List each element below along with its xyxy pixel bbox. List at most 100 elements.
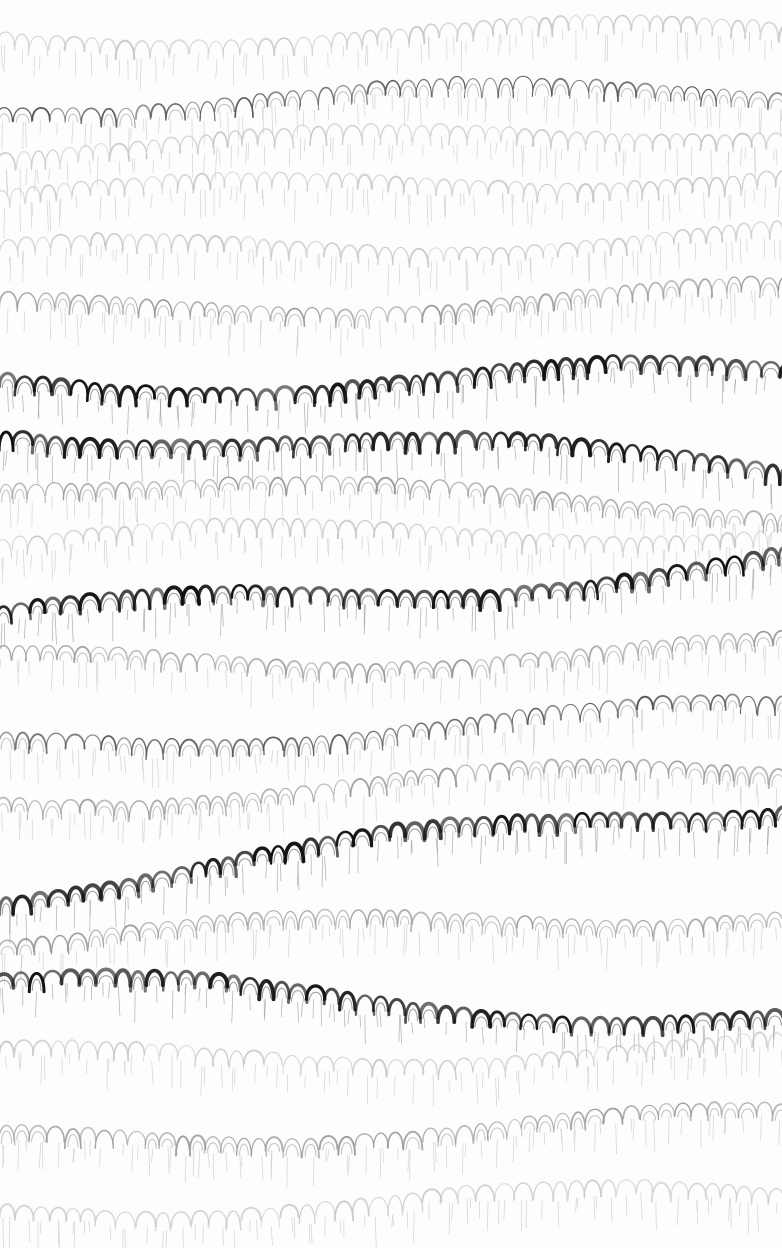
arch-scallop (228, 911, 248, 926)
drip-stroke (16, 660, 19, 686)
arch-echo (465, 596, 477, 607)
drip-stroke (366, 448, 369, 476)
drip-stroke (265, 860, 268, 879)
arch-echo (184, 592, 197, 604)
arch-echo (256, 854, 268, 863)
arch-echo (718, 95, 729, 104)
arch-scallop (292, 124, 312, 139)
arch-echo (559, 820, 573, 832)
arch-scallop (339, 476, 359, 496)
drip-stroke (496, 446, 499, 470)
arch-echo (422, 1009, 435, 1019)
drip-stroke (476, 138, 479, 159)
drip-stroke (227, 455, 229, 477)
arch-echo (775, 636, 782, 646)
arch-scallop (475, 1184, 496, 1202)
arch-scallop (500, 126, 518, 141)
drip-stroke (465, 259, 468, 291)
arch-echo (97, 806, 112, 816)
arch-scallop (383, 661, 400, 677)
arch-echo (451, 82, 463, 91)
drip-stroke (376, 1076, 378, 1099)
arch-scallop (158, 1132, 177, 1147)
arch-echo (611, 1023, 622, 1035)
drip-stroke (612, 1059, 614, 1086)
arch-echo (228, 981, 238, 992)
arch-scallop (647, 568, 671, 588)
drip-stroke (346, 1154, 349, 1177)
arch-echo (729, 366, 743, 379)
drip-stroke (662, 708, 664, 727)
arch-scallop (748, 766, 770, 785)
arch-scallop (243, 792, 263, 814)
arch-scallop (128, 800, 150, 820)
drip-stroke (69, 543, 71, 575)
arch-echo (605, 505, 617, 517)
drip-stroke (357, 682, 359, 694)
arch-echo (655, 701, 670, 711)
arch-scallop (422, 23, 440, 39)
arch-echo (698, 362, 710, 372)
drip-stroke (454, 734, 457, 758)
drip-stroke (702, 296, 704, 313)
arch-scallop (689, 227, 707, 245)
arch-echo (714, 1019, 728, 1030)
arch-echo (238, 858, 252, 867)
arch-scallop (765, 132, 782, 150)
arch-echo (523, 1122, 536, 1131)
arch-scallop (212, 585, 233, 606)
arch-echo (167, 592, 181, 604)
arch-scallop (706, 1101, 723, 1116)
arch-echo (427, 826, 439, 838)
arch-scallop (79, 1126, 97, 1141)
drip-stroke (127, 458, 129, 470)
arch-scallop (437, 767, 458, 788)
arch-scallop (246, 911, 265, 931)
drip-stroke (448, 1203, 450, 1235)
drip-stroke (426, 194, 429, 226)
drip-stroke (127, 405, 129, 435)
drip-stroke (198, 1149, 201, 1178)
drip-stroke (632, 1118, 635, 1141)
arch-scallop (0, 106, 14, 123)
arch-echo (15, 113, 30, 123)
drip-stroke (84, 123, 87, 148)
drip-stroke (327, 538, 329, 554)
arch-echo (443, 310, 454, 324)
arch-scallop (313, 783, 335, 803)
drip-stroke (778, 1120, 780, 1146)
arch-scallop (338, 990, 357, 1012)
arch-scallop (761, 547, 781, 567)
drip-stroke (411, 1022, 414, 1034)
drip-stroke (750, 828, 752, 843)
drip-stroke (481, 728, 484, 754)
arch-scallop (45, 732, 67, 748)
drip-stroke (758, 1046, 761, 1078)
arch-scallop (255, 388, 278, 411)
drip-stroke (739, 238, 742, 263)
arch-scallop (536, 1115, 555, 1133)
drip-stroke (412, 1073, 415, 1103)
drip-stroke (653, 1119, 656, 1152)
drip-stroke (560, 148, 563, 160)
drip-stroke (734, 379, 737, 391)
arch-scallop (320, 475, 341, 491)
arch-echo (554, 84, 567, 96)
arch-scallop (739, 695, 758, 715)
arch-scallop (605, 758, 622, 772)
arch-scallop (569, 80, 590, 99)
arch-scallop (403, 770, 419, 786)
drip-stroke (755, 377, 758, 395)
arch-scallop (89, 179, 109, 196)
drip-stroke (124, 896, 127, 929)
drip-stroke (654, 299, 656, 329)
drip-stroke (515, 830, 517, 856)
drip-stroke (720, 298, 723, 310)
drip-stroke (194, 533, 197, 549)
arch-echo (220, 310, 233, 324)
arch-echo (82, 444, 98, 456)
drip-stroke (321, 856, 323, 888)
drip-stroke (169, 119, 172, 135)
arch-scallop (612, 14, 632, 32)
arch-scallop (685, 561, 708, 582)
